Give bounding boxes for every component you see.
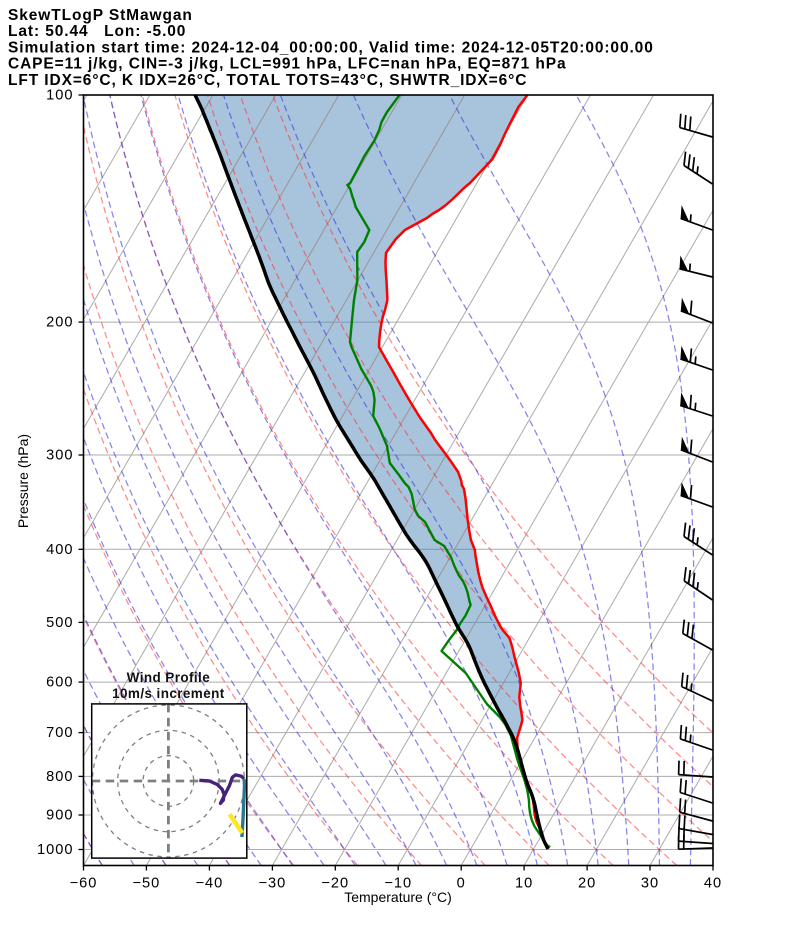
svg-text:500: 500 [46,615,73,631]
svg-text:−30: −30 [259,876,287,892]
svg-text:400: 400 [46,542,73,558]
svg-text:700: 700 [46,725,73,741]
svg-text:200: 200 [46,315,73,331]
svg-text:LFT IDX=6°C, K IDX=26°C, TOTAL: LFT IDX=6°C, K IDX=26°C, TOTAL TOTS=43°C… [8,72,527,89]
svg-text:−50: −50 [133,876,161,892]
svg-text:Wind Profile: Wind Profile [127,670,211,685]
svg-text:−60: −60 [70,876,98,892]
svg-text:1000: 1000 [37,842,73,858]
svg-text:800: 800 [46,769,73,785]
svg-text:−40: −40 [196,876,224,892]
svg-text:SkewTLogP StMawgan: SkewTLogP StMawgan [8,7,193,24]
svg-text:40: 40 [704,876,722,892]
svg-text:Temperature (°C): Temperature (°C) [344,889,452,905]
svg-text:100: 100 [46,88,73,104]
svg-text:30: 30 [641,876,659,892]
svg-text:20: 20 [578,876,596,892]
svg-text:10m/s increment: 10m/s increment [112,686,225,701]
svg-text:CAPE=11 j/kg, CIN=-3 j/kg, LCL: CAPE=11 j/kg, CIN=-3 j/kg, LCL=991 hPa, … [8,56,566,73]
svg-text:300: 300 [46,448,73,464]
svg-text:Lat: 50.44 Lon: -5.00: Lat: 50.44 Lon: -5.00 [8,23,186,40]
svg-text:10: 10 [515,876,533,892]
svg-text:600: 600 [46,675,73,691]
svg-text:Pressure (hPa): Pressure (hPa) [15,434,31,528]
svg-text:Simulation start time: 2024-12: Simulation start time: 2024-12-04_00:00:… [8,39,654,56]
svg-text:900: 900 [46,808,73,824]
svg-text:0: 0 [457,876,466,892]
